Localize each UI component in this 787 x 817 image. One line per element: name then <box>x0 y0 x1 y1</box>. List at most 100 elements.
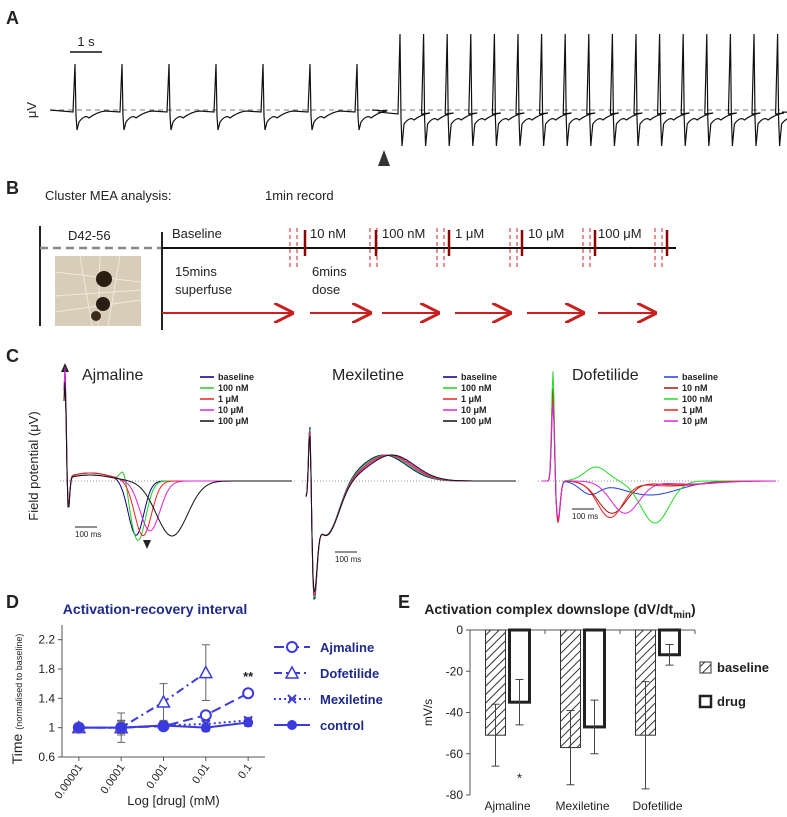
y-tick-label: 0 <box>456 623 463 637</box>
waveform <box>305 436 516 593</box>
panel-label: E <box>398 592 410 612</box>
waveform <box>542 398 776 522</box>
panel-b: Cluster MEA analysis: 1min record D42-56… <box>39 188 676 330</box>
scale-label: 1 s <box>77 34 95 49</box>
trace <box>377 33 787 147</box>
legend-label: Ajmaline <box>320 640 374 655</box>
marker <box>73 722 84 733</box>
legend-label: 100 nM <box>682 394 713 404</box>
legend-label: 10 nM <box>682 383 708 393</box>
waveform <box>542 371 776 524</box>
title-part: ) <box>691 601 696 617</box>
error-bar <box>566 709 575 786</box>
legend-label: control <box>320 718 364 733</box>
legend-marker <box>287 694 297 704</box>
legend-label: baseline <box>218 372 254 382</box>
waveform <box>63 382 292 537</box>
legend-swatch <box>698 694 713 709</box>
legend-marker <box>287 720 297 730</box>
waveform <box>542 388 776 521</box>
y-label: μV <box>24 102 39 118</box>
marker <box>158 720 169 731</box>
marker <box>198 665 214 679</box>
legend-label: drug <box>717 694 746 709</box>
waveform <box>63 367 292 532</box>
waveform <box>63 369 292 536</box>
marker <box>156 694 171 708</box>
legend-label: 100 nM <box>461 383 492 393</box>
x-tick-label: 0.001 <box>144 762 170 791</box>
legend-label: 10 μM <box>682 416 708 426</box>
cluster <box>96 297 110 311</box>
y-label-main: Time <box>9 734 25 765</box>
superfuse-label: 15mins <box>175 264 217 279</box>
y-label: mV/s <box>421 699 435 726</box>
waveform <box>63 381 292 537</box>
series-line <box>78 719 249 729</box>
legend-label: 100 μM <box>461 416 492 426</box>
annotation: ** <box>243 669 254 684</box>
y-tick-label: -60 <box>446 747 464 761</box>
legend-label: 100 μM <box>218 416 249 426</box>
dose-segment-label: 100 μM <box>598 226 642 241</box>
y-tick-label: 1.4 <box>38 691 55 705</box>
title-part: Activation complex downslope (dV/dt <box>424 601 673 617</box>
waveform <box>305 427 516 600</box>
scale-label: 100 ms <box>75 530 101 539</box>
marker <box>199 709 212 722</box>
legend-label: 10 μM <box>218 405 244 415</box>
plot-title: Ajmaline <box>82 367 143 384</box>
annotation: * <box>517 771 522 786</box>
y-tick-label: -40 <box>446 706 464 720</box>
legend-label: 1 μM <box>218 394 239 404</box>
panel-label: C <box>6 346 19 366</box>
error-bar <box>515 679 524 726</box>
legend-marker <box>284 665 300 679</box>
legend-label: baseline <box>461 372 497 382</box>
panel-label: D <box>6 592 19 612</box>
legend-swatch <box>699 661 712 674</box>
panel-label: A <box>6 8 19 28</box>
trace <box>49 63 388 131</box>
dose-label: dose <box>312 282 340 297</box>
cluster <box>91 311 101 321</box>
x-tick-label: Ajmaline <box>484 799 530 813</box>
y-tick-label: 2.2 <box>38 633 55 647</box>
marker <box>200 722 211 733</box>
y-label-note: (normalised to baseline) <box>14 634 24 730</box>
panel-label: B <box>6 178 19 198</box>
arrowhead <box>143 540 151 549</box>
panel-a: 1 s μV <box>24 34 780 166</box>
y-tick-label: 1 <box>48 721 55 735</box>
marker <box>242 687 255 700</box>
x-tick-label: Dofetilide <box>632 799 682 813</box>
y-tick-label: 0.6 <box>38 750 55 764</box>
arrowhead <box>378 150 390 166</box>
y-tick-label: -80 <box>446 788 464 802</box>
x-tick-label: 0.00001 <box>53 762 86 801</box>
y-tick-label: 1.8 <box>38 662 55 676</box>
x-tick-label: 0.01 <box>190 762 212 786</box>
legend-label: baseline <box>682 372 718 382</box>
x-tick-label: 0.0001 <box>98 762 127 796</box>
day-label: D42-56 <box>68 228 111 243</box>
y-tick-label: -20 <box>446 664 464 678</box>
legend-label: 1 μM <box>461 394 482 404</box>
dose-segment-label: 1 μM <box>455 226 484 241</box>
chart-title: Activation complex downslope (dV/dtmin) <box>424 601 695 621</box>
legend-label: Dofetilide <box>320 666 379 681</box>
waveform <box>542 398 776 523</box>
cluster <box>96 271 112 287</box>
legend-marker <box>286 641 298 653</box>
y-label: Field potential (μV) <box>26 411 41 520</box>
legend-label: 1 μM <box>682 405 703 415</box>
panel-c: Field potential (μV) <box>26 363 151 549</box>
scale-label: 100 ms <box>572 512 598 521</box>
chart-title: Activation-recovery interval <box>63 601 247 617</box>
plot-title: Dofetilide <box>572 367 639 384</box>
baseline-label: Baseline <box>172 226 222 241</box>
marker <box>116 722 127 733</box>
x-tick-label: 0.1 <box>236 762 255 781</box>
error-bar <box>665 643 674 666</box>
